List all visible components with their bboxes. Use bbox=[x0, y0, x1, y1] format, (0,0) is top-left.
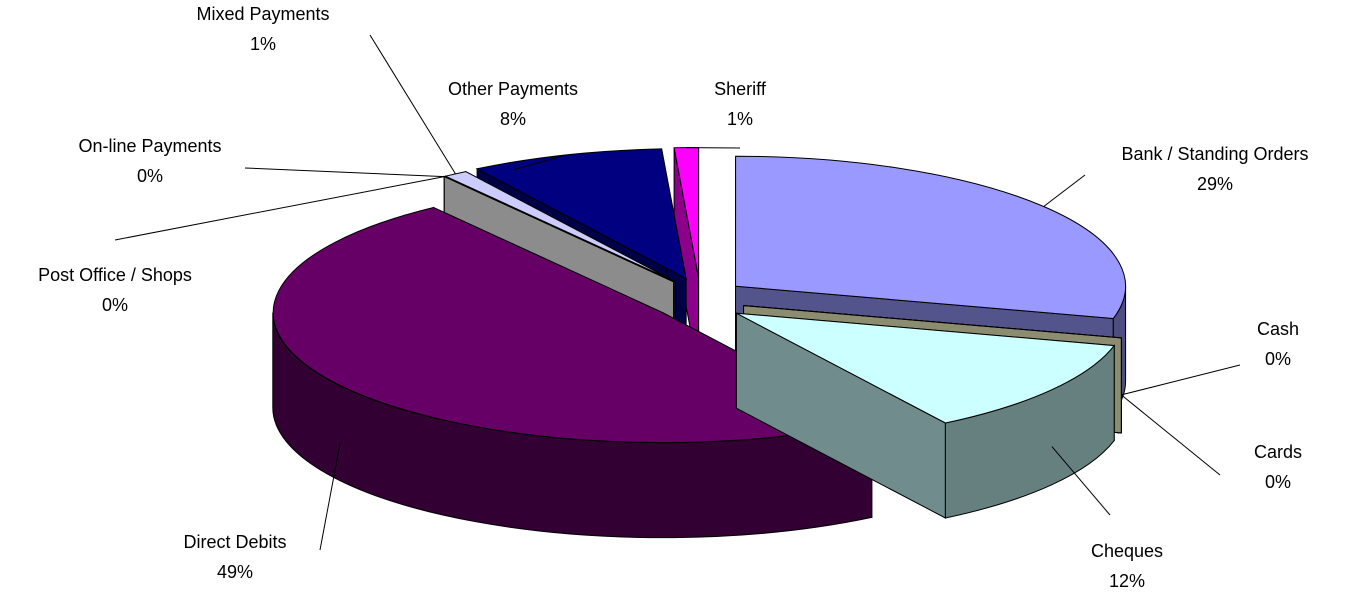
value-label: 29% bbox=[1197, 174, 1233, 194]
value-label: 12% bbox=[1109, 571, 1145, 591]
value-label: 0% bbox=[1265, 472, 1291, 492]
slice bbox=[673, 146, 700, 373]
value-label: 0% bbox=[137, 166, 163, 186]
slice-label: Direct Debits bbox=[183, 532, 286, 552]
leader-line bbox=[1121, 364, 1241, 396]
value-label: 49% bbox=[217, 562, 253, 582]
slice-label: Cash bbox=[1257, 319, 1299, 339]
leader-line bbox=[1051, 446, 1111, 516]
leader-line bbox=[244, 167, 445, 178]
value-label: 0% bbox=[102, 295, 128, 315]
slice-label: Mixed Payments bbox=[196, 4, 329, 24]
leader-line bbox=[114, 176, 445, 241]
slice-label: Cheques bbox=[1091, 541, 1163, 561]
slice-label: Bank / Standing Orders bbox=[1121, 144, 1308, 164]
leader-line bbox=[512, 154, 566, 171]
slice-top bbox=[743, 305, 1122, 339]
leader-line bbox=[1043, 174, 1086, 207]
leader-line bbox=[1120, 394, 1221, 476]
slice-label: Post Office / Shops bbox=[38, 265, 192, 285]
value-label: 1% bbox=[250, 34, 276, 54]
slice-top bbox=[736, 312, 1116, 424]
slice-label: Other Payments bbox=[448, 79, 578, 99]
slice-top bbox=[272, 206, 874, 444]
value-label: 8% bbox=[500, 109, 526, 129]
slice-label: Sheriff bbox=[714, 79, 767, 99]
value-label: 0% bbox=[1265, 349, 1291, 369]
slice-label: Cards bbox=[1254, 442, 1302, 462]
leader-line bbox=[319, 442, 341, 551]
slice-label: On-line Payments bbox=[78, 136, 221, 156]
slice-top bbox=[735, 155, 1127, 320]
leader-line bbox=[369, 34, 456, 175]
value-label: 1% bbox=[727, 109, 753, 129]
slice bbox=[735, 312, 1116, 519]
